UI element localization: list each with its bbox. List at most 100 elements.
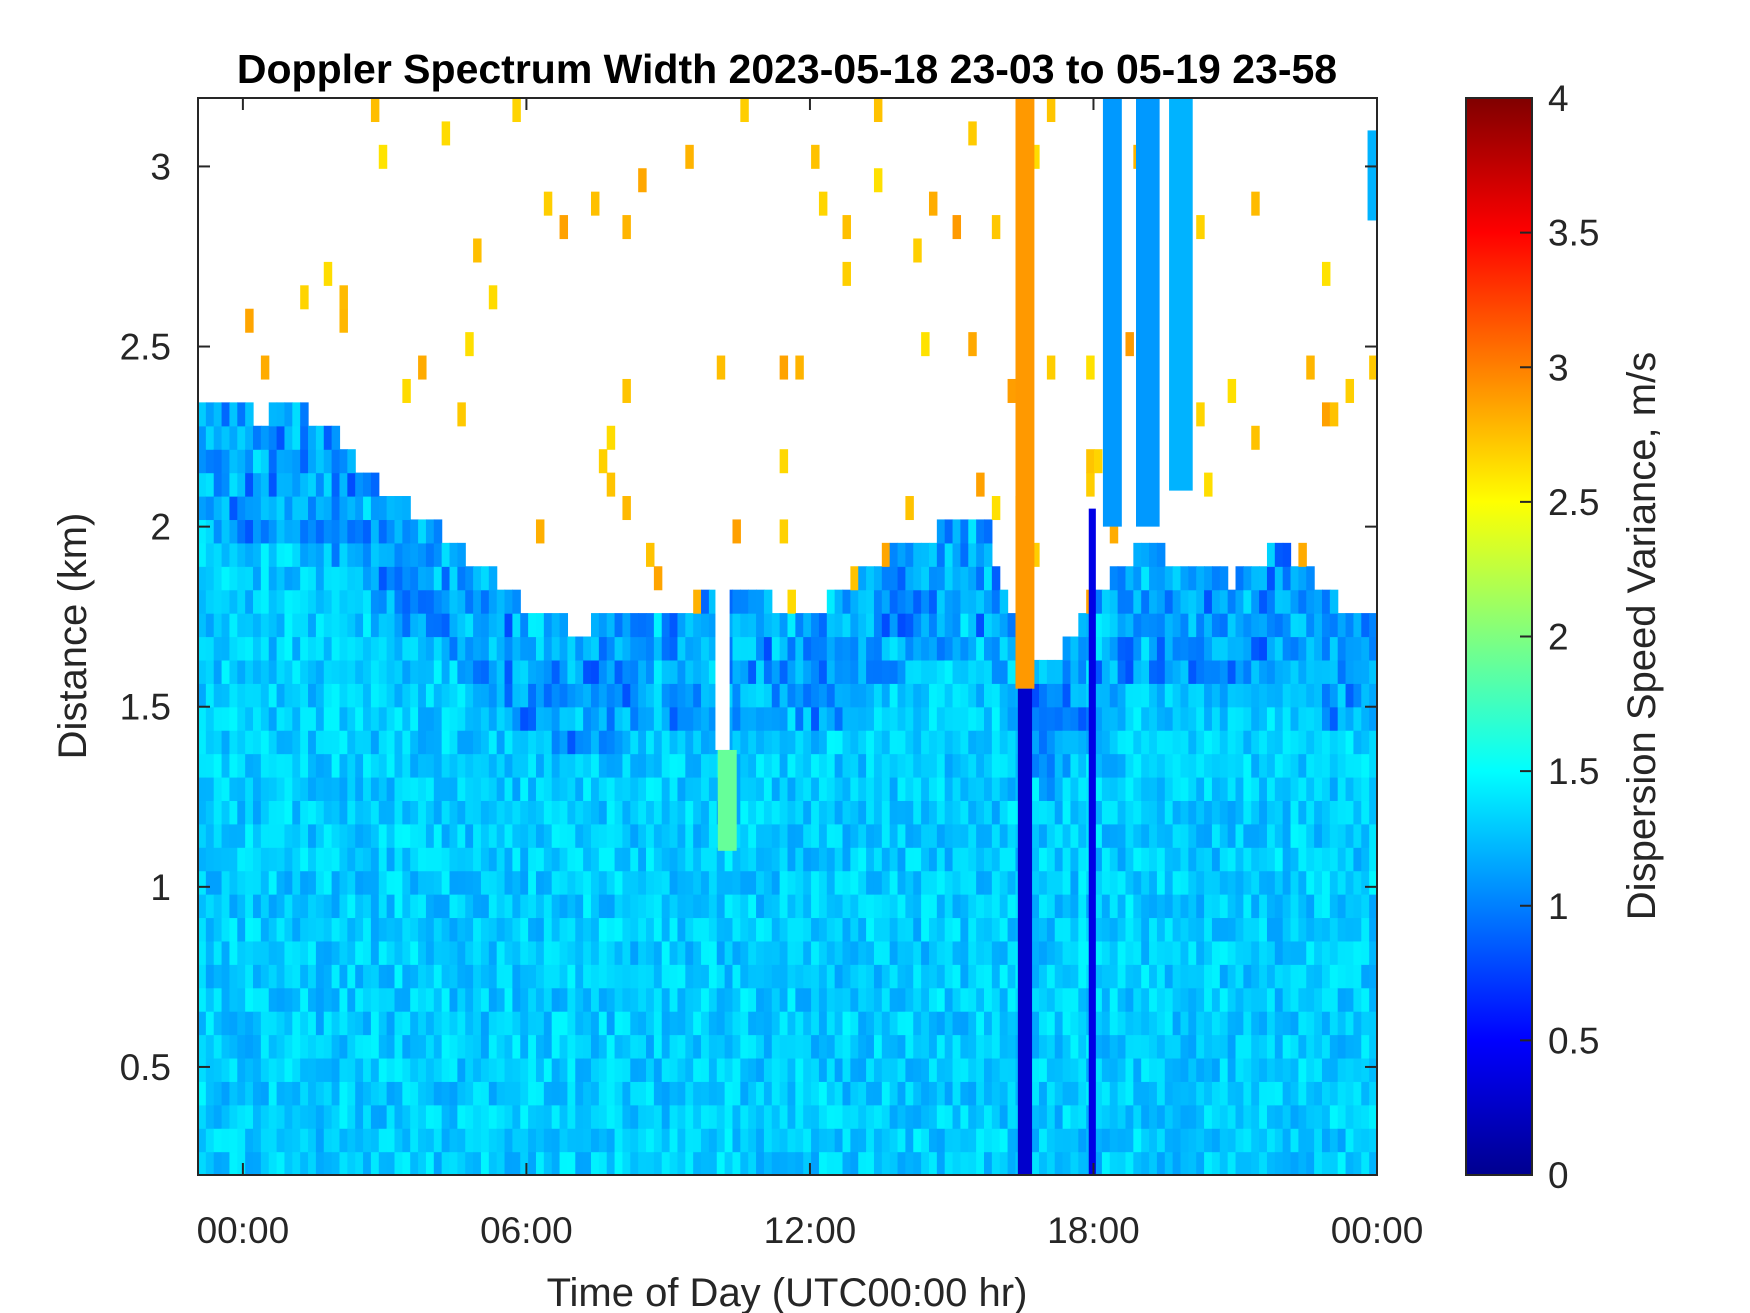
heatmap-cell xyxy=(622,659,631,684)
heatmap-cell xyxy=(889,730,899,755)
heatmap-cell xyxy=(1219,776,1229,801)
heatmap-feature xyxy=(717,749,737,851)
heatmap-cell xyxy=(1227,1151,1237,1175)
heatmap-cell xyxy=(1117,730,1127,755)
heatmap-cell xyxy=(1117,917,1127,942)
heatmap-cell xyxy=(543,730,553,755)
heatmap-cell xyxy=(425,917,435,942)
heatmap-cell xyxy=(1219,613,1229,638)
heatmap-cell xyxy=(1282,823,1292,848)
heatmap-cell xyxy=(504,800,513,825)
heatmap-cell xyxy=(457,1057,466,1082)
heatmap-cell xyxy=(457,1128,466,1153)
heatmap-cell xyxy=(638,1151,647,1175)
heatmap-cell xyxy=(347,870,356,895)
heatmap-cell xyxy=(803,1034,812,1059)
heatmap-cell xyxy=(323,519,333,544)
heatmap-cell xyxy=(1196,870,1205,895)
heatmap-cell xyxy=(850,1034,859,1059)
heatmap-cell xyxy=(1156,847,1166,872)
colorbar-tick-label: 1.5 xyxy=(1548,751,1599,792)
heatmap-cell xyxy=(1321,776,1331,801)
heatmap-cell xyxy=(669,1081,679,1106)
heatmap-cell xyxy=(1290,683,1299,708)
heatmap-cell xyxy=(1133,706,1142,731)
heatmap-cell xyxy=(425,589,435,614)
heatmap-cell xyxy=(300,776,309,801)
heatmap-cell xyxy=(1125,636,1134,661)
heatmap-cell xyxy=(936,894,946,919)
heatmap-cell xyxy=(834,753,844,778)
heatmap-cell xyxy=(339,894,348,919)
heatmap-cell xyxy=(253,940,262,965)
heatmap-cell xyxy=(575,1081,584,1106)
heatmap-cell xyxy=(795,753,804,778)
heatmap-cell xyxy=(205,449,215,474)
heatmap-cell xyxy=(308,823,317,848)
heatmap-cell xyxy=(1369,1104,1377,1129)
heatmap-cell xyxy=(363,753,372,778)
heatmap-cell xyxy=(834,1011,844,1036)
heatmap-cell xyxy=(449,659,458,684)
heatmap-cell xyxy=(1046,706,1056,731)
heatmap-cell xyxy=(756,730,765,755)
heatmap-cell xyxy=(198,542,207,567)
heatmap-cell xyxy=(1062,753,1072,778)
heatmap-cell xyxy=(1141,1081,1150,1106)
heatmap-cell xyxy=(205,613,215,638)
heatmap-cell xyxy=(268,1128,278,1153)
heatmap-cell xyxy=(913,238,922,263)
heatmap-cell xyxy=(378,613,388,638)
heatmap-cell xyxy=(394,1081,403,1106)
heatmap-cell xyxy=(763,847,773,872)
heatmap-cell xyxy=(771,917,781,942)
heatmap-cell xyxy=(520,964,529,989)
heatmap-cell xyxy=(1369,706,1377,731)
heatmap-cell xyxy=(913,917,922,942)
heatmap-cell xyxy=(622,1081,631,1106)
heatmap-cell xyxy=(952,1057,962,1082)
heatmap-cell xyxy=(1164,917,1174,942)
heatmap-cell xyxy=(378,800,388,825)
heatmap-cell xyxy=(952,519,962,544)
heatmap-cell xyxy=(1345,730,1355,755)
heatmap-cell xyxy=(1164,730,1174,755)
heatmap-cell xyxy=(921,917,930,942)
heatmap-cell xyxy=(323,847,333,872)
heatmap-cell xyxy=(433,636,443,661)
heatmap-cell xyxy=(591,1057,600,1082)
heatmap-cell xyxy=(355,589,364,614)
heatmap-cell xyxy=(1133,542,1142,567)
heatmap-cell xyxy=(260,1128,270,1153)
heatmap-cell xyxy=(1070,894,1079,919)
heatmap-cell xyxy=(496,636,506,661)
heatmap-cell xyxy=(1282,1057,1292,1082)
heatmap-cell xyxy=(881,683,891,708)
heatmap-cell xyxy=(1101,1034,1111,1059)
heatmap-cell xyxy=(748,964,757,989)
heatmap-cell xyxy=(394,823,403,848)
heatmap-cell xyxy=(253,425,262,450)
heatmap-cell xyxy=(1361,870,1370,895)
heatmap-cell xyxy=(284,776,293,801)
heatmap-cell xyxy=(1204,917,1213,942)
heatmap-cell xyxy=(512,823,521,848)
heatmap-cell xyxy=(756,823,765,848)
heatmap-cell xyxy=(1321,730,1331,755)
heatmap-cell xyxy=(622,964,631,989)
heatmap-cell xyxy=(237,730,246,755)
heatmap-cell xyxy=(968,706,977,731)
heatmap-cell xyxy=(229,496,238,521)
heatmap-cell xyxy=(811,964,820,989)
heatmap-cell xyxy=(268,940,278,965)
heatmap-cell xyxy=(606,823,616,848)
heatmap-cell xyxy=(245,1034,254,1059)
heatmap-cell xyxy=(198,472,207,497)
heatmap-cell xyxy=(873,589,883,614)
heatmap-cell xyxy=(905,987,914,1012)
heatmap-cell xyxy=(1101,1151,1111,1175)
heatmap-cell xyxy=(803,987,812,1012)
heatmap-cell xyxy=(1180,800,1189,825)
heatmap-cell xyxy=(268,1081,278,1106)
heatmap-cell xyxy=(693,683,702,708)
